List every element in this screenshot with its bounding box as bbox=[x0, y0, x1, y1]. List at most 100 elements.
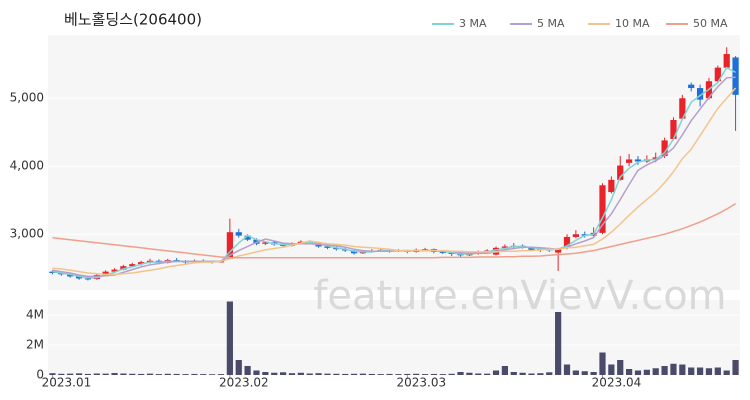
volume-bar bbox=[555, 312, 562, 375]
ma-line bbox=[52, 87, 737, 276]
volume-bar bbox=[386, 373, 393, 375]
volume-bar bbox=[342, 373, 349, 375]
y-tick-label: 2M bbox=[26, 338, 44, 352]
candle-body bbox=[120, 266, 127, 270]
candle-body bbox=[634, 159, 642, 162]
candle-body bbox=[84, 278, 92, 280]
volume-bar bbox=[235, 360, 242, 375]
candle-body bbox=[599, 185, 606, 233]
legend-label: 3 MA bbox=[459, 17, 487, 30]
volume-bar bbox=[404, 373, 411, 375]
volume-bar bbox=[652, 368, 659, 375]
volume-bar bbox=[688, 367, 695, 375]
volume-bar bbox=[599, 352, 606, 375]
candle-body bbox=[714, 67, 721, 82]
volume-bar bbox=[679, 364, 686, 375]
volume-bar bbox=[528, 373, 535, 375]
volume-bar bbox=[288, 373, 296, 375]
candle-body bbox=[652, 157, 659, 160]
volume-bar bbox=[581, 371, 588, 375]
volume-bar bbox=[315, 373, 322, 375]
volume-bar bbox=[173, 373, 180, 375]
volume-bar bbox=[661, 366, 668, 375]
volume-bar bbox=[696, 367, 704, 375]
volume-bar bbox=[501, 366, 509, 375]
volume-bar bbox=[608, 364, 615, 375]
volume-bar bbox=[333, 373, 340, 375]
volume-bar bbox=[572, 370, 579, 375]
candle-body bbox=[111, 269, 118, 272]
volume-bar bbox=[634, 370, 642, 375]
volume-bar bbox=[244, 366, 251, 375]
candle-body bbox=[617, 165, 624, 180]
volume-bar bbox=[546, 372, 553, 375]
candle-body bbox=[421, 249, 429, 251]
candle-body bbox=[226, 232, 233, 259]
volume-bar bbox=[75, 373, 83, 375]
candle-body bbox=[262, 242, 269, 244]
volume-bar bbox=[262, 372, 269, 375]
volume-bar bbox=[217, 374, 225, 375]
volume-bar bbox=[350, 373, 358, 375]
ma-line bbox=[52, 202, 736, 259]
x-tick-label: 2023.01 bbox=[42, 376, 92, 390]
volume-bar bbox=[448, 373, 455, 375]
volume-bar bbox=[466, 372, 473, 375]
x-tick-label: 2023.03 bbox=[396, 376, 446, 390]
volume-bar bbox=[484, 373, 491, 375]
volume-bar bbox=[537, 373, 544, 375]
volume-bar bbox=[58, 373, 65, 375]
volume-bar bbox=[209, 374, 216, 375]
volume-bar bbox=[563, 364, 571, 375]
y-tick-label: 3,000 bbox=[10, 227, 44, 241]
volume-bar bbox=[84, 373, 92, 375]
y-tick-label: 4M bbox=[26, 308, 44, 322]
volume-bar bbox=[705, 368, 713, 375]
volume-bar bbox=[377, 374, 384, 375]
volume-bar bbox=[368, 373, 375, 375]
candle-body bbox=[688, 84, 695, 89]
volume-bar bbox=[138, 373, 145, 375]
volume-bar bbox=[155, 374, 163, 375]
volume-bar bbox=[723, 370, 730, 375]
volume-bar bbox=[670, 363, 677, 375]
volume-bar bbox=[306, 373, 313, 375]
legend-label: 50 MA bbox=[693, 17, 728, 30]
y-tick-label: 5,000 bbox=[10, 91, 44, 105]
volume-panel bbox=[48, 300, 740, 375]
volume-bar bbox=[413, 373, 420, 375]
volume-bar bbox=[49, 373, 56, 375]
volume-bar bbox=[519, 372, 526, 375]
y-tick-label: 0 bbox=[36, 368, 44, 382]
x-tick-label: 2023.04 bbox=[592, 376, 642, 390]
volume-bar bbox=[253, 370, 260, 375]
volume-bar bbox=[430, 373, 438, 375]
candle-body bbox=[235, 232, 242, 236]
volume-bar bbox=[67, 373, 74, 375]
volume-bar bbox=[732, 360, 739, 375]
volume-bar bbox=[714, 367, 721, 375]
candle-body bbox=[555, 249, 562, 253]
volume-bar bbox=[93, 373, 100, 375]
candle-body bbox=[661, 140, 668, 157]
legend-label: 10 MA bbox=[615, 17, 650, 30]
candle-body bbox=[67, 274, 74, 277]
volume-bar bbox=[421, 374, 429, 375]
volume-bar bbox=[590, 372, 597, 375]
candle-body bbox=[625, 159, 633, 163]
volume-bar bbox=[510, 372, 517, 375]
candle-body bbox=[138, 262, 145, 265]
volume-bar bbox=[643, 369, 650, 375]
volume-bar bbox=[129, 373, 136, 375]
price-panel bbox=[48, 35, 740, 290]
candle-body bbox=[102, 271, 109, 276]
candle-body bbox=[572, 234, 579, 237]
candle-body bbox=[563, 236, 571, 248]
volume-bar bbox=[146, 373, 154, 375]
volume-bar bbox=[395, 374, 402, 375]
candle-body bbox=[439, 251, 446, 253]
volume-bar bbox=[475, 373, 482, 375]
chart-title: 베노홀딩스(206400) bbox=[64, 11, 202, 29]
volume-bar bbox=[102, 373, 109, 375]
